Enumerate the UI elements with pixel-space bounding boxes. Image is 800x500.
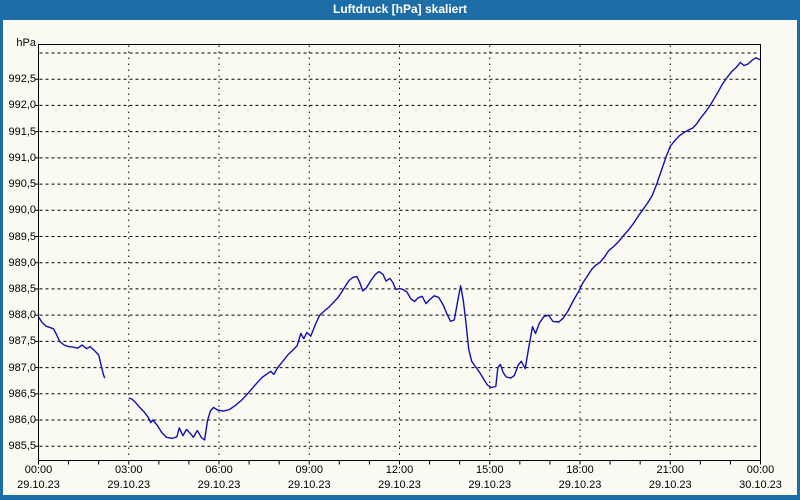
x-axis-date-label: 29.10.23 (287, 479, 331, 491)
chart-canvas (35, 44, 761, 465)
x-axis-date-label: 29.10.23 (558, 479, 602, 491)
y-axis-label: 987,0 (8, 361, 36, 374)
x-axis-time-label: 03:00 (114, 464, 143, 476)
x-axis-time-label: 00:00 (746, 464, 775, 476)
y-axis-label: 986,0 (8, 414, 36, 426)
x-axis-time-label: 06:00 (205, 464, 233, 476)
x-axis-date-label: 29.10.23 (648, 479, 692, 491)
y-axis-label: 990,5 (8, 178, 36, 191)
pressure-line-segment (128, 57, 761, 441)
x-axis-time-label: 15:00 (475, 464, 504, 476)
chart-content: hPa 992,5 992,0 991,5 991,0 990,5 990,0 989,5 9… (3, 20, 797, 495)
x-axis-date-label: 29.10.23 (378, 479, 421, 491)
window-title: Luftdruck [hPa] skaliert (332, 2, 468, 16)
y-axis-label: 992,0 (8, 99, 36, 112)
y-axis-label: 985,5 (8, 440, 36, 453)
y-axis-unit-label: hPa (16, 37, 36, 49)
x-axis-time-label: 21:00 (656, 464, 685, 476)
pressure-line-segment (37, 316, 106, 379)
x-axis-time-label: 09:00 (295, 464, 324, 476)
y-axis-label: 989,5 (8, 230, 36, 243)
y-axis-label: 991,5 (8, 125, 36, 138)
y-axis-label: 988,5 (8, 282, 36, 295)
x-axis-date-label: 30.10.23 (739, 479, 782, 491)
y-axis-label: 986,5 (8, 387, 36, 400)
y-axis-label: 990,0 (8, 204, 36, 217)
y-axis-label: 992,5 (8, 73, 36, 86)
x-axis-date-label: 29.10.23 (107, 479, 151, 491)
x-axis-time-label: 00:00 (24, 464, 53, 476)
y-axis-label: 987,5 (8, 335, 36, 348)
x-axis-date-label: 29.10.23 (197, 479, 241, 491)
y-axis-label: 989,0 (8, 256, 36, 269)
x-axis-date-label: 29.10.23 (17, 479, 60, 491)
x-axis-date-label: 29.10.23 (468, 479, 512, 491)
y-axis-label: 988,0 (8, 309, 36, 322)
title-bar: Luftdruck [hPa] skaliert (3, 0, 797, 20)
y-axis-label: 991,0 (8, 151, 36, 164)
x-axis-time-label: 12:00 (385, 464, 414, 476)
x-axis-time-label: 18:00 (566, 464, 594, 476)
